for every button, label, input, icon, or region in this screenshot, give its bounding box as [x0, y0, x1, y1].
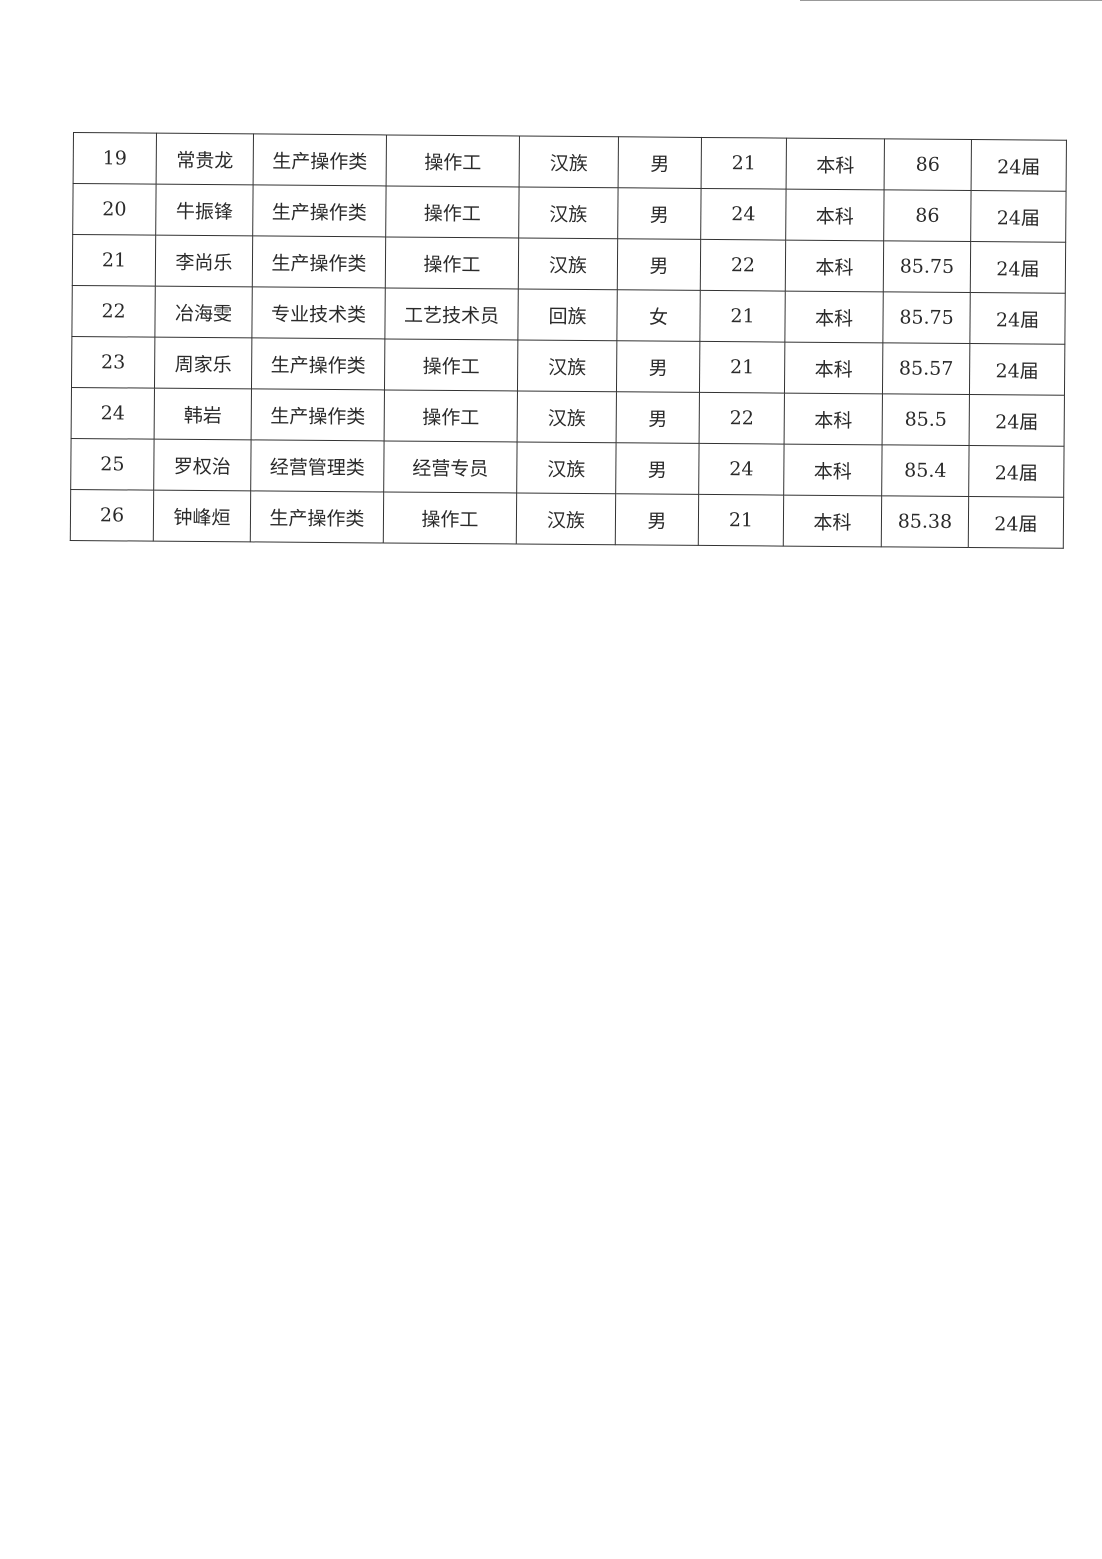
- table-row: 22 冶海雯 专业技术类 工艺技术员 回族女 21 本科 85.75 24届: [71, 285, 1066, 345]
- table-cell: 24届: [971, 139, 1067, 192]
- table-cell: 生产操作类: [250, 490, 384, 543]
- table-cell: 冶海雯: [154, 286, 253, 338]
- table-cell: 操作工: [385, 236, 519, 290]
- table-cell: 85.57: [882, 342, 970, 395]
- table-cell: 男: [616, 391, 700, 444]
- table-cell: 男: [617, 187, 702, 240]
- table-cell: 24届: [970, 241, 1066, 294]
- table-cell: 汉族: [517, 340, 617, 392]
- table-cell: 24: [700, 188, 787, 241]
- table-cell: 25: [70, 438, 155, 491]
- table-cell: 生产操作类: [252, 184, 387, 237]
- table-cell: 男: [618, 136, 702, 189]
- table-cell: 男: [615, 493, 699, 546]
- table-cell: 常贵龙: [156, 133, 254, 185]
- table-cell: 生产操作类: [252, 235, 386, 288]
- table-cell: 生产操作类: [251, 337, 385, 390]
- table-cell: 牛振锋: [155, 184, 254, 236]
- table-cell: 罗权治: [153, 439, 252, 491]
- table-cell: 26: [70, 489, 154, 542]
- table-cell: 21: [72, 234, 156, 287]
- table-row: 26 钟峰烜 生产操作类 操作工 汉族男 21 本科 85.38 24届: [70, 489, 1064, 549]
- table-cell: 回族: [517, 289, 618, 341]
- table-row: 24 韩岩 生产操作类 操作工 汉族男 22 本科 85.5 24届: [71, 387, 1065, 447]
- table-cell: 24届: [969, 343, 1065, 396]
- table-cell: 汉族: [519, 136, 619, 188]
- table-cell: 24届: [970, 190, 1067, 243]
- table-cell: 女: [616, 289, 701, 342]
- table-cell: 男: [615, 442, 700, 495]
- table-cell: 周家乐: [154, 337, 252, 389]
- table-cell: 本科: [785, 189, 885, 241]
- table-row: 25 罗权治 经营管理类 经营专员 汉族男 24 本科 85.4 24届: [70, 438, 1065, 498]
- table-cell: 本科: [784, 393, 883, 445]
- table-cell: 24届: [968, 496, 1064, 549]
- candidate-table: 19 常贵龙 生产操作类 操作工 汉族男 21 本科 86 24届 20 牛振锋 生产操作类 操作工 汉族…: [70, 132, 1067, 549]
- table-cell: 21: [699, 341, 785, 394]
- table-cell: 86: [884, 138, 972, 191]
- table-cell: 生产操作类: [251, 388, 385, 441]
- table-cell: 汉族: [518, 238, 618, 290]
- table-cell: 钟峰烜: [153, 490, 251, 542]
- table-cell: 本科: [785, 240, 884, 292]
- table-cell: 专业技术类: [251, 286, 386, 339]
- scan-edge: [800, 0, 1102, 1]
- table-cell: 21: [701, 137, 787, 190]
- table-row: 21 李尚乐 生产操作类 操作工 汉族男 22 本科 85.75 24届: [72, 234, 1066, 294]
- table-cell: 本科: [784, 342, 883, 394]
- table-cell: 22: [699, 392, 785, 445]
- table-cell: 24届: [969, 394, 1065, 447]
- table-cell: 男: [616, 340, 700, 393]
- table-cell: 本科: [784, 291, 884, 343]
- table-cell: 21: [698, 494, 784, 547]
- table-cell: 工艺技术员: [384, 287, 519, 341]
- table-cell: 24届: [969, 292, 1066, 345]
- table-cell: 韩岩: [154, 388, 252, 440]
- table-cell: 20: [72, 183, 157, 236]
- table-cell: 22: [71, 285, 156, 338]
- table-cell: 汉族: [517, 390, 617, 443]
- table-cell: 24届: [968, 445, 1065, 498]
- table-cell: 生产操作类: [253, 133, 387, 186]
- table-cell: 汉族: [516, 492, 616, 545]
- table-cell: 汉族: [518, 187, 619, 239]
- table-cell: 操作工: [386, 134, 520, 188]
- table-cell: 85.75: [882, 291, 971, 344]
- table-cell: 经营管理类: [250, 439, 385, 492]
- table-cell: 操作工: [384, 338, 518, 391]
- table-cell: 24: [71, 387, 155, 440]
- table-cell: 本科: [783, 495, 882, 547]
- table-cell: 24: [698, 443, 785, 496]
- table-cell: 男: [617, 238, 701, 291]
- table-cell: 85.38: [881, 495, 969, 548]
- table-row: 23 周家乐 生产操作类 操作工 汉族男 21 本科 85.57 24届: [71, 336, 1065, 396]
- table-cell: 操作工: [385, 185, 520, 239]
- table-cell: 汉族: [516, 441, 617, 494]
- table-row: 20 牛振锋 生产操作类 操作工 汉族男 24 本科 86 24届: [72, 183, 1067, 243]
- table-cell: 本科: [783, 444, 883, 496]
- table-cell: 21: [699, 290, 786, 343]
- table-cell: 操作工: [383, 491, 517, 544]
- table-cell: 85.5: [882, 393, 970, 446]
- table-cell: 85.75: [883, 240, 971, 293]
- table-cell: 85.4: [881, 444, 970, 497]
- table-cell: 22: [700, 239, 786, 292]
- table-cell: 19: [73, 132, 157, 185]
- table-cell: 本科: [786, 138, 885, 190]
- table-cell: 李尚乐: [155, 235, 253, 287]
- table-cell: 86: [883, 189, 972, 242]
- table-cell: 经营专员: [383, 440, 518, 493]
- table-cell: 23: [71, 336, 155, 389]
- table-row: 19 常贵龙 生产操作类 操作工 汉族男 21 本科 86 24届: [73, 132, 1067, 192]
- table-cell: 操作工: [384, 389, 518, 442]
